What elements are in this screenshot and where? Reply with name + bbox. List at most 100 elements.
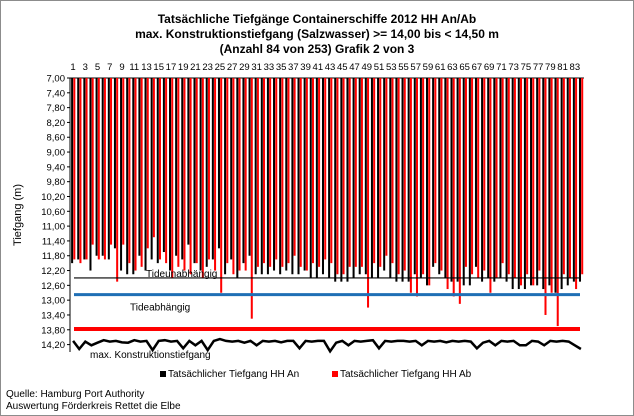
bar-an <box>395 78 398 282</box>
bar-ab <box>263 78 266 264</box>
bar-an <box>383 78 386 271</box>
bar-ab <box>73 78 76 260</box>
bar-an <box>352 78 355 278</box>
bar-ab <box>116 78 119 282</box>
x-tick-label: 9 <box>119 62 124 73</box>
bar-an <box>578 78 582 282</box>
legend-label-ab: Tatsächlicher Tiefgang HH Ab <box>340 369 472 380</box>
y-tick-label: 7,00 <box>47 74 66 85</box>
x-tick-label: 81 <box>557 62 568 73</box>
bar-ab <box>140 78 143 267</box>
x-tick-label: 37 <box>288 62 299 73</box>
bar-an <box>138 78 141 256</box>
x-tick-label: 45 <box>337 62 348 73</box>
x-tick-label: 61 <box>435 62 446 73</box>
y-tick-label: 13,40 <box>41 310 65 321</box>
bar-ab <box>336 78 339 275</box>
bar-an <box>566 78 569 286</box>
bar-ab <box>122 78 125 245</box>
x-tick-label: 71 <box>496 62 507 73</box>
bar-ab <box>379 78 382 267</box>
bar-ab <box>354 78 357 267</box>
y-tick-label: 8,60 <box>47 133 66 144</box>
bar-ab <box>385 78 388 256</box>
bar-an <box>199 78 202 271</box>
bar-ab <box>526 78 529 275</box>
bar-an <box>315 78 318 278</box>
bar-ab <box>287 78 290 264</box>
y-tick-label: 8,20 <box>47 118 66 129</box>
max-construction-line <box>72 337 582 354</box>
y-tick-label: 10,60 <box>41 207 65 218</box>
bar-ab <box>299 78 302 267</box>
x-tick-label: 77 <box>533 62 544 73</box>
y-tick-label: 9,40 <box>47 162 66 173</box>
y-tick-label: 12,20 <box>41 266 65 277</box>
y-tick-label: 13,80 <box>41 325 65 336</box>
bar-an <box>205 78 208 267</box>
bar-ab <box>556 78 559 327</box>
bar-an <box>468 78 471 286</box>
bar-ab <box>575 78 578 290</box>
x-tick-label: 57 <box>410 62 421 73</box>
bar-ab <box>434 78 437 264</box>
bar-ab <box>471 78 474 275</box>
bar-an <box>487 78 490 278</box>
x-tick-label: 3 <box>83 62 88 73</box>
bar-an <box>419 78 422 278</box>
y-tick-label: 11,80 <box>42 251 65 262</box>
bar-ab <box>201 78 204 278</box>
bar-ab <box>367 78 370 308</box>
chart-title-line-1: Tatsächliche Tiefgänge Containerschiffe … <box>157 12 477 26</box>
bar-an <box>413 78 416 275</box>
source-line-1: Quelle: Hamburg Port Authority <box>6 389 145 400</box>
bar-an <box>126 78 129 275</box>
bar-ab <box>403 78 406 271</box>
x-tick-label: 83 <box>570 62 581 73</box>
x-tick-label: 73 <box>508 62 519 73</box>
x-tick-label: 35 <box>276 62 287 73</box>
bar-an <box>377 78 380 278</box>
bar-ab <box>171 78 174 278</box>
bar-ab <box>562 78 565 275</box>
bar-an <box>321 78 325 275</box>
bar-an <box>169 78 172 271</box>
bar-ab <box>79 78 82 264</box>
bar-ab <box>324 78 327 260</box>
x-tick-label: 15 <box>153 62 164 73</box>
bar-an <box>542 78 545 290</box>
x-tick-label: 67 <box>472 62 483 73</box>
bar-ab <box>477 78 480 278</box>
bar-an <box>113 78 116 249</box>
bar-an <box>536 78 539 286</box>
x-tick-label: 59 <box>423 62 434 73</box>
x-tick-label: 5 <box>95 62 100 73</box>
x-tick-label: 13 <box>141 62 152 73</box>
bar-an <box>273 78 276 271</box>
x-tick-label: 21 <box>190 62 201 73</box>
bar-an <box>83 78 86 260</box>
bar-an <box>346 78 349 282</box>
bar-an <box>71 78 74 264</box>
bar-ab <box>348 78 351 267</box>
bar-an <box>150 78 153 260</box>
bar-ab <box>281 78 284 267</box>
bar-ab <box>550 78 553 293</box>
bar-an <box>132 78 135 275</box>
bar-ab <box>146 78 149 249</box>
bar-ab <box>483 78 486 271</box>
chart-title-line-2: max. Konstruktionstiefgang (Salzwasser) … <box>135 27 499 41</box>
bar-an <box>517 78 520 290</box>
bar-an <box>236 78 239 278</box>
bar-ab <box>501 78 504 264</box>
bar-ab <box>513 78 516 278</box>
y-tick-label: 9,00 <box>47 148 66 159</box>
bar-an <box>328 78 331 278</box>
bar-ab <box>91 78 94 245</box>
bar-an <box>89 78 92 271</box>
y-tick-label: 7,80 <box>47 103 66 114</box>
legend-swatch-ab <box>332 371 338 377</box>
bar-ab <box>568 78 571 278</box>
x-tick-label: 27 <box>227 62 238 73</box>
bar-ab <box>97 78 100 260</box>
